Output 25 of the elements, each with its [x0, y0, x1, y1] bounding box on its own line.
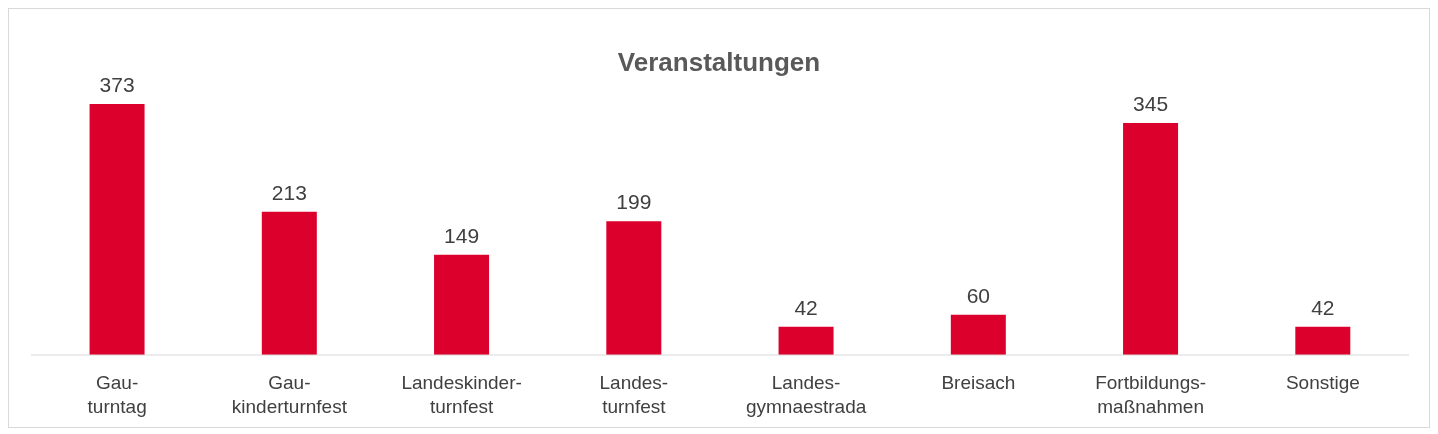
x-tick-label: Landeskinder- turnfest	[401, 372, 522, 417]
data-label: 42	[1311, 295, 1335, 319]
bar	[261, 211, 317, 355]
chart-title: Veranstaltungen	[617, 47, 821, 77]
data-label: 60	[966, 283, 990, 307]
data-label: 373	[99, 73, 135, 97]
x-tick-label: Gau- kinderturnfest	[231, 372, 348, 417]
bar	[950, 314, 1006, 355]
x-tick-label: Fortbildungs- maßnahmen	[1095, 372, 1207, 417]
x-tick-label: Landes- gymnaestrada	[745, 372, 867, 417]
data-label: 199	[616, 190, 652, 214]
bar	[1123, 122, 1179, 355]
data-label: 213	[271, 180, 307, 204]
x-tick-label: Sonstige	[1285, 372, 1360, 393]
bar	[606, 221, 662, 355]
x-tick-label: Gau- turntag	[87, 372, 147, 417]
data-label: 345	[1133, 91, 1169, 115]
data-label: 149	[444, 223, 480, 247]
bar	[434, 254, 490, 355]
bar	[778, 326, 834, 355]
x-tick-label: Landes- turnfest	[599, 372, 669, 417]
data-label: 42	[794, 295, 818, 319]
bar	[89, 104, 145, 355]
bar	[1295, 326, 1351, 355]
x-tick-label: Breisach	[941, 372, 1016, 393]
